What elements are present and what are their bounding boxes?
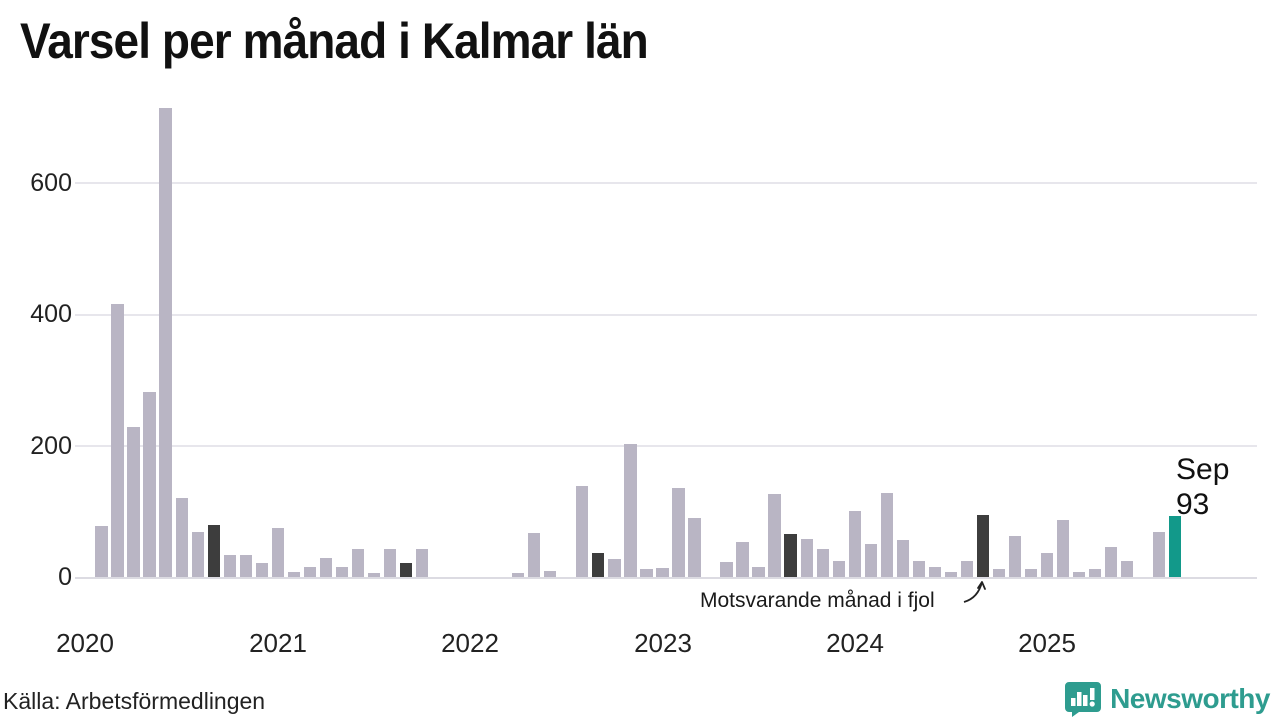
bar-2023-08 [768, 493, 781, 577]
bar-2022-12 [640, 568, 653, 577]
bar-2023-03 [688, 517, 701, 577]
bar-2023-07 [752, 567, 765, 577]
bar-2021-05 [335, 566, 349, 577]
bar-2024-05 [912, 561, 926, 577]
bar-2021-06 [351, 548, 365, 577]
current-month: Sep [1176, 453, 1230, 486]
bar-2024-04 [896, 539, 909, 577]
bar-2023-10 [800, 538, 813, 577]
axis-baseline [75, 577, 1257, 579]
bar-2024-01 [848, 511, 861, 578]
bar-2021-01 [271, 528, 284, 577]
bar-2021-04 [319, 557, 333, 577]
bar-2023-11 [816, 548, 829, 577]
brand-name: Newsworthy [1110, 683, 1270, 714]
source-label: Källa: Arbetsförmedlingen [3, 688, 266, 714]
bar-2025-05 [1105, 547, 1118, 577]
bar-2025-01 [1040, 553, 1054, 577]
bar-2023-02 [672, 488, 685, 577]
bar-2021-09 [399, 562, 413, 577]
bar-2021-07 [367, 573, 381, 577]
bar-2020-03 [111, 304, 124, 577]
bar-2022-10 [608, 558, 621, 577]
bar-2025-04 [1088, 568, 1102, 577]
bar-2024-07 [944, 572, 958, 577]
bar-2021-03 [303, 567, 317, 577]
bar-2022-05 [528, 532, 541, 577]
bar-2024-06 [928, 566, 942, 577]
bar-2021-10 [415, 548, 429, 577]
bar-2021-08 [383, 548, 397, 577]
bar-2020-04 [127, 427, 140, 577]
chart-title: Varsel per månad i Kalmar län [20, 13, 649, 69]
bar-2025-02 [1056, 519, 1070, 577]
bar-2022-09 [592, 553, 605, 577]
gridline-600 [75, 182, 1257, 184]
bar-2023-09 [784, 533, 797, 577]
bar-2025-09 [1169, 515, 1182, 577]
gridline-200 [75, 445, 1257, 447]
bar-2023-01 [656, 567, 669, 577]
bar-2020-12 [255, 562, 268, 577]
bar-2024-10 [992, 568, 1006, 577]
bar-2024-08 [960, 560, 974, 577]
bar-2024-12 [1024, 569, 1038, 577]
bar-2020-02 [95, 526, 108, 577]
bar-2025-08 [1153, 532, 1166, 577]
bar-2022-04 [512, 573, 525, 577]
bar-2025-06 [1121, 561, 1134, 577]
x-tick-2021: 2021 [249, 628, 307, 658]
y-tick-0: 0 [58, 563, 72, 591]
x-tick-2025: 2025 [1018, 628, 1076, 658]
bar-2024-09 [976, 514, 990, 577]
bar-2021-02 [287, 572, 300, 577]
current-value-label: Sep 93 [1176, 452, 1229, 522]
bar-2022-08 [576, 486, 589, 577]
x-tick-2023: 2023 [634, 628, 692, 658]
x-tick-2024: 2024 [826, 628, 884, 658]
bar-2020-09 [207, 525, 220, 577]
bar-2023-05 [720, 561, 733, 577]
newsworthy-icon [1065, 682, 1102, 717]
y-tick-400: 400 [30, 300, 72, 328]
bar-2024-02 [864, 543, 877, 577]
bar-2020-06 [159, 107, 172, 577]
bar-2022-06 [544, 571, 557, 577]
bar-2020-05 [143, 392, 156, 577]
y-tick-600: 600 [30, 169, 72, 197]
bar-2020-10 [223, 555, 236, 577]
bar-2020-08 [191, 532, 204, 577]
bar-2025-03 [1072, 572, 1086, 577]
gridline-400 [75, 314, 1257, 316]
x-tick-2022: 2022 [441, 628, 499, 658]
brand-logo: Newsworthy [1064, 681, 1270, 717]
annotation-arrow-icon [963, 581, 986, 603]
bar-2022-11 [624, 443, 637, 577]
x-tick-2020: 2020 [56, 628, 114, 658]
bar-2020-11 [239, 554, 252, 577]
bar-2024-03 [880, 492, 893, 577]
bar-2020-07 [175, 498, 188, 577]
bar-2023-12 [832, 560, 845, 577]
bar-2024-11 [1008, 536, 1022, 577]
current-value: 93 [1176, 488, 1210, 521]
bar-2023-06 [736, 541, 749, 577]
annotation-text: Motsvarande månad i fjol [700, 589, 935, 612]
y-tick-200: 200 [30, 432, 72, 460]
